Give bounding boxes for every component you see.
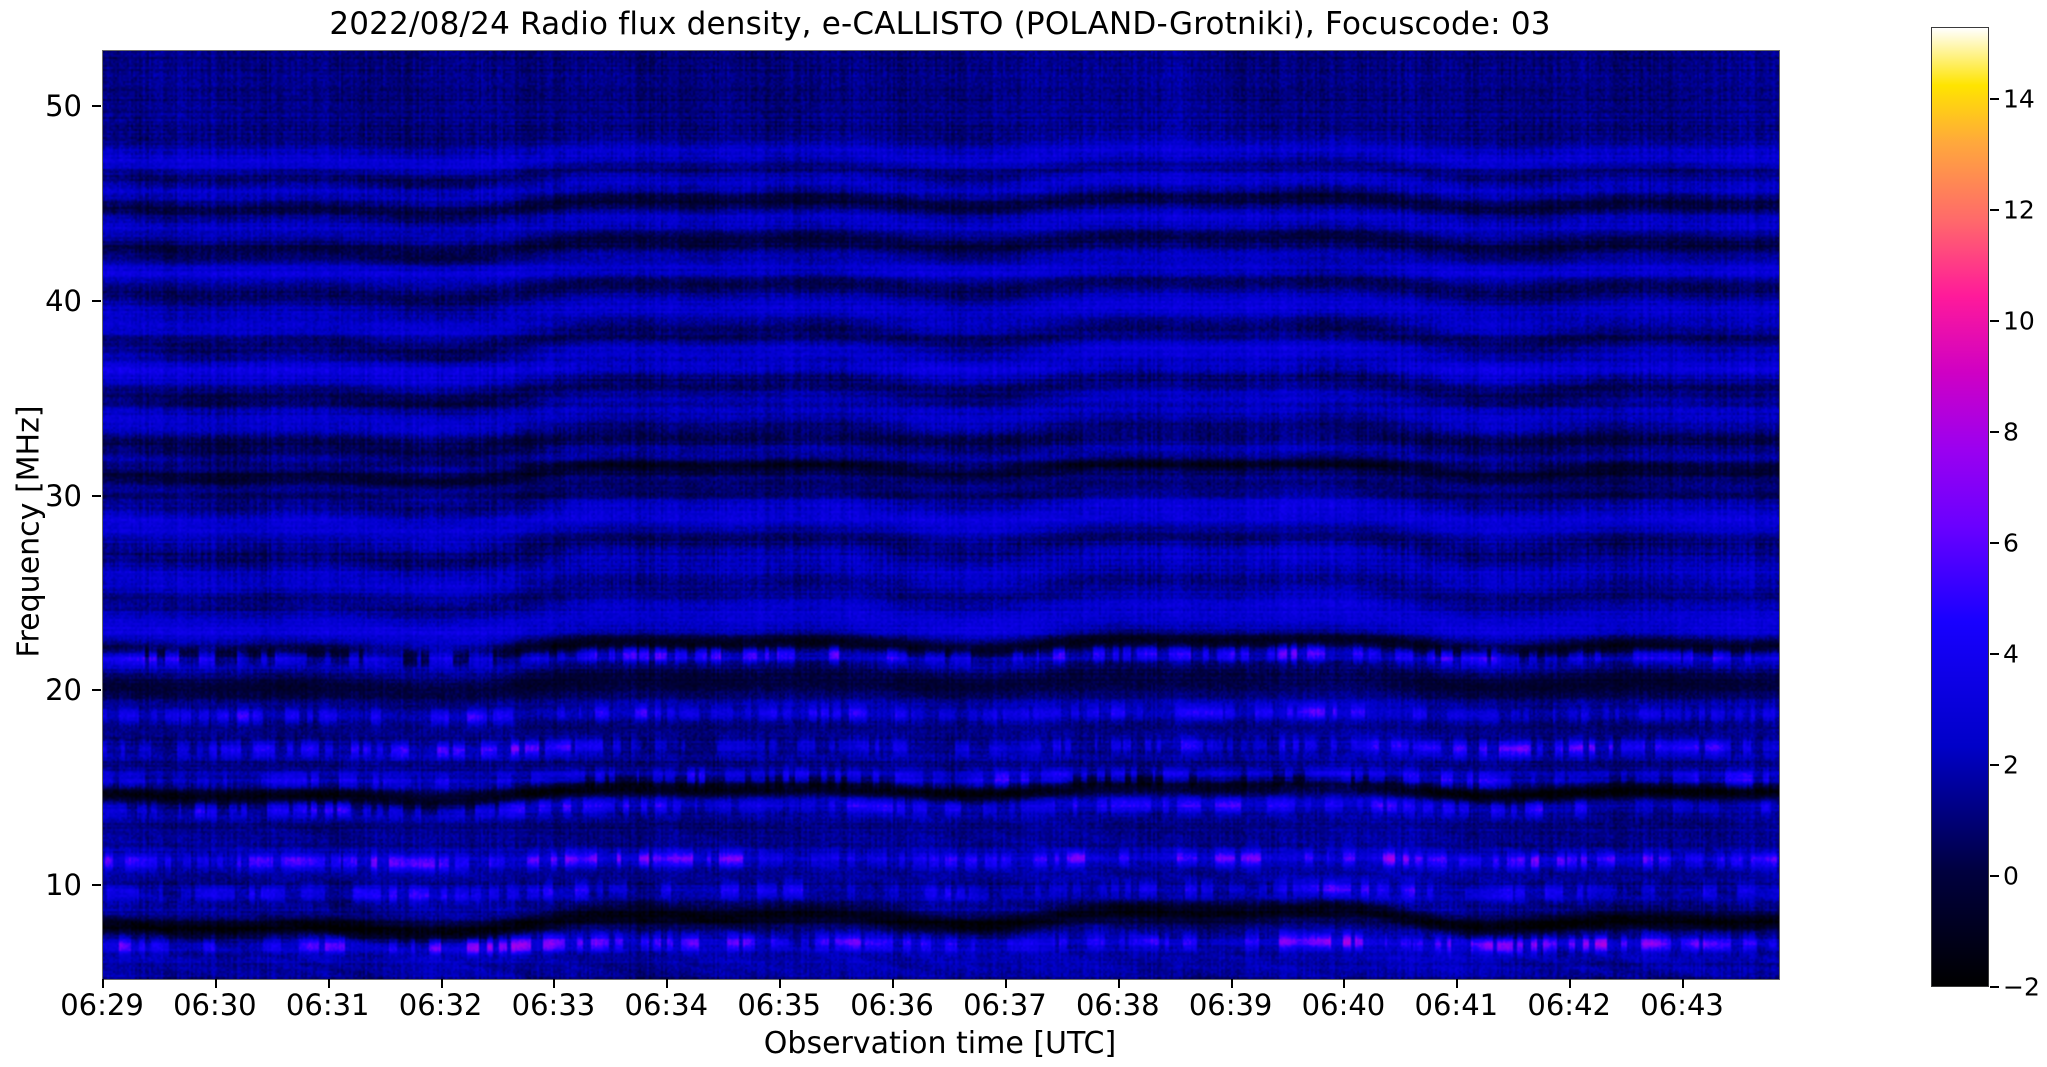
y-tick-label: 50 <box>45 89 82 124</box>
x-tick-mark <box>1569 979 1572 988</box>
x-tick-mark <box>553 979 556 988</box>
y-tick-label: 20 <box>45 673 82 708</box>
colorbar-tick-label: 14 <box>2003 84 2035 114</box>
x-tick-mark <box>1230 979 1233 988</box>
x-tick-mark <box>102 979 104 988</box>
spectrogram-image <box>103 51 1779 979</box>
x-tick-label: 06:41 <box>1414 988 1499 1022</box>
y-tick-mark <box>92 883 101 886</box>
x-tick-label: 06:33 <box>511 988 596 1022</box>
x-tick-mark <box>666 979 669 988</box>
x-tick-mark <box>327 979 330 988</box>
colorbar-tick-mark <box>1990 764 1999 767</box>
x-tick-mark <box>1343 979 1346 988</box>
colorbar-tick-label: 10 <box>2003 306 2035 336</box>
y-tick-label: 30 <box>45 478 82 513</box>
x-tick-mark <box>892 979 895 988</box>
y-tick-mark <box>92 494 101 497</box>
colorbar-tick-mark <box>1990 431 1999 434</box>
colorbar-tick-mark <box>1990 320 1999 323</box>
x-tick-mark <box>214 979 217 988</box>
x-tick-mark <box>779 979 782 988</box>
y-tick-mark <box>92 299 101 302</box>
spectrogram-plot-area <box>103 51 1779 979</box>
x-tick-mark <box>1456 979 1459 988</box>
x-tick-mark <box>440 979 443 988</box>
x-tick-label: 06:36 <box>850 988 934 1022</box>
x-tick-label: 06:42 <box>1527 988 1611 1022</box>
colorbar-tick-label: 6 <box>2003 528 2019 558</box>
y-tick-mark <box>92 105 101 108</box>
colorbar-tick-label: 0 <box>2003 861 2019 891</box>
x-tick-label: 06:34 <box>624 988 709 1022</box>
x-axis-label: Observation time [UTC] <box>763 1026 1117 1061</box>
y-tick-mark <box>92 689 101 692</box>
x-tick-label: 06:30 <box>173 988 257 1022</box>
y-tick-label: 10 <box>45 867 82 902</box>
colorbar-tick-mark <box>1990 653 1999 656</box>
x-tick-mark <box>1117 979 1120 988</box>
colorbar-tick-mark <box>1990 986 1999 988</box>
x-tick-label: 06:39 <box>1188 988 1273 1022</box>
x-tick-label: 06:35 <box>737 988 821 1022</box>
y-tick-label: 40 <box>45 283 82 318</box>
x-tick-label: 06:40 <box>1301 988 1386 1022</box>
x-tick-label: 06:37 <box>963 988 1047 1022</box>
colorbar-tick-mark <box>1990 98 1999 101</box>
colorbar-tick-label: 4 <box>2003 639 2019 669</box>
figure-title: 2022/08/24 Radio flux density, e-CALLIST… <box>329 6 1551 42</box>
colorbar-gradient <box>1932 28 1988 986</box>
x-tick-label: 06:29 <box>60 988 144 1022</box>
x-tick-label: 06:43 <box>1640 988 1724 1022</box>
x-tick-label: 06:38 <box>1075 988 1160 1022</box>
spectrogram-axes <box>102 50 1780 980</box>
colorbar-tick-mark <box>1990 542 1999 545</box>
colorbar-tick-mark <box>1990 209 1999 212</box>
colorbar <box>1931 27 1989 987</box>
x-tick-label: 06:32 <box>398 988 483 1022</box>
y-axis-label: Frequency [MHz] <box>11 405 47 658</box>
x-tick-label: 06:31 <box>285 988 370 1022</box>
colorbar-tick-label: 12 <box>2003 195 2035 225</box>
x-tick-mark <box>1004 979 1007 988</box>
colorbar-tick-label: 2 <box>2003 750 2019 780</box>
colorbar-tick-label: −2 <box>2003 972 2040 1002</box>
colorbar-tick-label: 8 <box>2003 417 2019 447</box>
colorbar-tick-mark <box>1990 875 1999 878</box>
x-tick-mark <box>1682 979 1685 988</box>
